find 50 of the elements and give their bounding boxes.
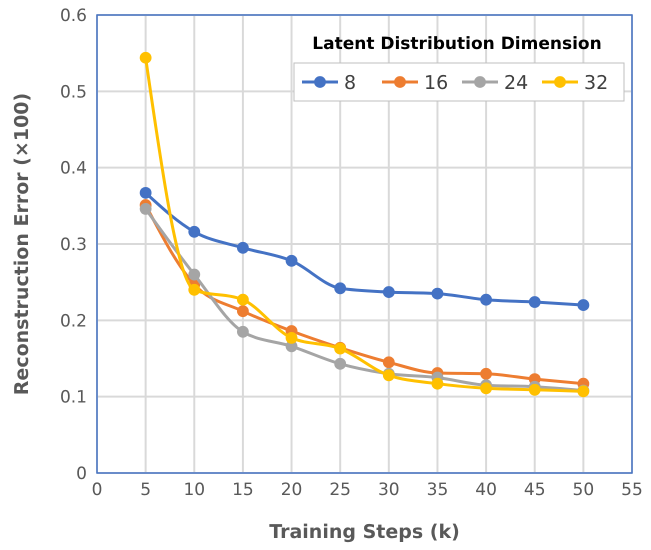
- point: [236, 294, 249, 306]
- x-tick-label: 35: [426, 480, 448, 500]
- point: [480, 382, 492, 394]
- x-tick-label: 0: [92, 480, 102, 500]
- y-tick-label: 0.4: [60, 158, 87, 179]
- y-tick-label: 0: [76, 464, 87, 484]
- point: [382, 286, 395, 298]
- point: [334, 358, 346, 370]
- x-tick-label: 10: [183, 480, 206, 500]
- point: [236, 305, 249, 318]
- y-tick-label: 0.2: [60, 311, 87, 332]
- x-tick-label: 25: [329, 480, 351, 500]
- point: [528, 384, 541, 396]
- point: [140, 52, 152, 64]
- x-tick-label: 20: [280, 480, 302, 500]
- x-tick-label: 55: [621, 480, 643, 500]
- point: [286, 332, 298, 344]
- x-tick-label: 15: [232, 480, 254, 500]
- point: [382, 356, 395, 368]
- point: [334, 282, 346, 294]
- point: [286, 254, 298, 267]
- point: [188, 226, 200, 238]
- point: [236, 326, 249, 338]
- legend-label: 8: [344, 72, 356, 94]
- y-axis-title: Reconstruction Error (×100): [11, 92, 33, 396]
- x-tick-label: 50: [572, 480, 594, 500]
- point: [140, 202, 152, 215]
- legend-label: 32: [584, 72, 608, 94]
- point: [236, 242, 249, 254]
- y-tick-label: 0.6: [60, 6, 87, 26]
- y-tick-label: 0.5: [60, 82, 87, 102]
- x-tick-label: 5: [140, 480, 152, 500]
- point: [432, 288, 444, 300]
- y-tick-label: 0.3: [60, 235, 87, 255]
- point: [480, 368, 492, 380]
- legend-title: Latent Distribution Dimension: [312, 34, 602, 54]
- y-tick-label: 0.1: [60, 388, 87, 408]
- x-tick-label: 40: [475, 480, 497, 500]
- point: [188, 284, 200, 296]
- point: [188, 268, 200, 280]
- point: [577, 299, 590, 311]
- x-tick-label: 30: [378, 480, 400, 500]
- legend-label: 24: [504, 72, 528, 94]
- point: [528, 296, 541, 308]
- point: [140, 186, 152, 199]
- point: [432, 378, 444, 390]
- point: [480, 294, 492, 306]
- legend-label: 16: [424, 72, 448, 94]
- x-tick-label: 45: [524, 480, 546, 500]
- x-axis-title: Training Steps (k): [269, 521, 460, 543]
